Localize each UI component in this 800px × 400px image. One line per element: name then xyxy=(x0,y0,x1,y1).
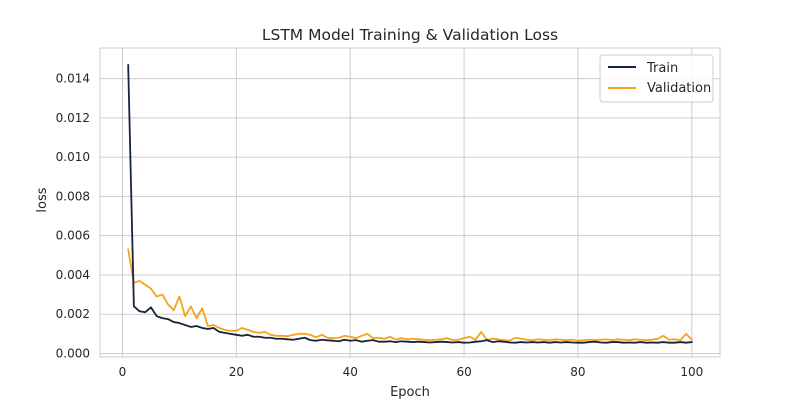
series-line-train xyxy=(127,63,693,344)
x-axis-label: Epoch xyxy=(390,385,430,400)
x-axis: 0 20 40 60 80 100 xyxy=(119,365,704,379)
x-tick-label: 80 xyxy=(570,365,585,379)
x-tick-label: 20 xyxy=(229,365,244,379)
x-tick-label: 0 xyxy=(119,365,127,379)
x-tick-label: 100 xyxy=(680,365,703,379)
x-tick-label: 40 xyxy=(343,365,358,379)
y-tick-label: 0.012 xyxy=(56,111,90,125)
y-tick-label: 0.002 xyxy=(56,307,90,321)
y-tick-label: 0.010 xyxy=(56,150,90,164)
legend: Train Validation xyxy=(599,54,714,103)
y-tick-label: 0.006 xyxy=(56,229,90,243)
y-tick-label: 0.008 xyxy=(56,189,90,203)
y-tick-label: 0.004 xyxy=(56,268,90,282)
series-line-validation xyxy=(127,248,693,342)
chart-title: LSTM Model Training & Validation Loss xyxy=(262,26,558,44)
y-axis: 0.000 0.002 0.004 0.006 0.008 0.010 0.012 0.014 xyxy=(56,72,90,361)
plot-frame xyxy=(99,47,721,358)
series-layer xyxy=(127,63,693,344)
legend-label-validation: Validation xyxy=(647,81,711,96)
y-tick-label: 0.000 xyxy=(56,346,90,360)
y-tick-label: 0.014 xyxy=(56,72,90,86)
legend-label-train: Train xyxy=(646,61,678,76)
y-axis-label: loss xyxy=(35,187,50,212)
x-tick-label: 60 xyxy=(456,365,471,379)
